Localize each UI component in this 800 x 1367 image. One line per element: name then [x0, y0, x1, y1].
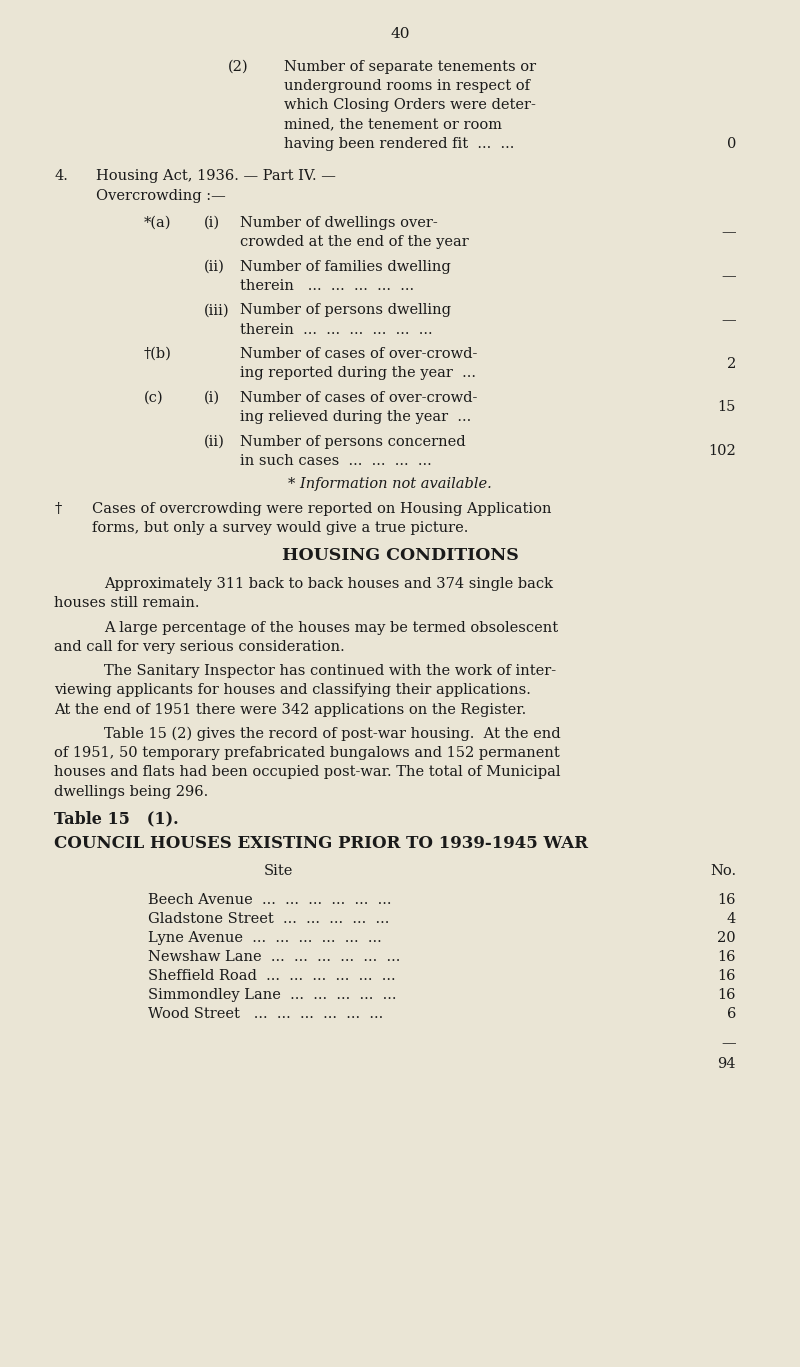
Text: Cases of overcrowding were reported on Housing Application: Cases of overcrowding were reported on H…: [92, 502, 551, 515]
Text: of 1951, 50 temporary prefabricated bungalows and 152 permanent: of 1951, 50 temporary prefabricated bung…: [54, 746, 560, 760]
Text: 40: 40: [390, 27, 410, 41]
Text: Sheffield Road  ...  ...  ...  ...  ...  ...: Sheffield Road ... ... ... ... ... ...: [148, 969, 396, 983]
Text: 15: 15: [718, 401, 736, 414]
Text: 2: 2: [726, 357, 736, 370]
Text: 102: 102: [708, 444, 736, 458]
Text: (i): (i): [204, 216, 220, 230]
Text: (iii): (iii): [204, 303, 230, 317]
Text: and call for very serious consideration.: and call for very serious consideration.: [54, 640, 345, 653]
Text: Table 15 (2) gives the record of post-war housing.  At the end: Table 15 (2) gives the record of post-wa…: [104, 727, 561, 741]
Text: 16: 16: [718, 988, 736, 1002]
Text: mined, the tenement or room: mined, the tenement or room: [284, 118, 502, 131]
Text: 0: 0: [726, 137, 736, 150]
Text: *(a): *(a): [144, 216, 171, 230]
Text: Housing Act, 1936. — Part IV. —: Housing Act, 1936. — Part IV. —: [96, 170, 336, 183]
Text: forms, but only a survey would give a true picture.: forms, but only a survey would give a tr…: [92, 521, 468, 534]
Text: Overcrowding :—: Overcrowding :—: [96, 189, 226, 202]
Text: crowded at the end of the year: crowded at the end of the year: [240, 235, 469, 249]
Text: Number of cases of over-crowd-: Number of cases of over-crowd-: [240, 391, 478, 405]
Text: underground rooms in respect of: underground rooms in respect of: [284, 79, 530, 93]
Text: ing relieved during the year  ...: ing relieved during the year ...: [240, 410, 471, 424]
Text: houses still remain.: houses still remain.: [54, 596, 200, 610]
Text: —: —: [722, 226, 736, 239]
Text: * Information not available.: * Information not available.: [288, 477, 492, 491]
Text: therein   ...  ...  ...  ...  ...: therein ... ... ... ... ...: [240, 279, 414, 293]
Text: Site: Site: [264, 864, 294, 878]
Text: —: —: [722, 1036, 736, 1050]
Text: 4.: 4.: [54, 170, 68, 183]
Text: The Sanitary Inspector has continued with the work of inter-: The Sanitary Inspector has continued wit…: [104, 664, 556, 678]
Text: Wood Street   ...  ...  ...  ...  ...  ...: Wood Street ... ... ... ... ... ...: [148, 1007, 383, 1021]
Text: Newshaw Lane  ...  ...  ...  ...  ...  ...: Newshaw Lane ... ... ... ... ... ...: [148, 950, 400, 964]
Text: 16: 16: [718, 950, 736, 964]
Text: having been rendered fit  ...  ...: having been rendered fit ... ...: [284, 137, 514, 150]
Text: No.: No.: [710, 864, 736, 878]
Text: †: †: [54, 502, 62, 515]
Text: —: —: [722, 269, 736, 283]
Text: (i): (i): [204, 391, 220, 405]
Text: 16: 16: [718, 969, 736, 983]
Text: Beech Avenue  ...  ...  ...  ...  ...  ...: Beech Avenue ... ... ... ... ... ...: [148, 893, 391, 906]
Text: COUNCIL HOUSES EXISTING PRIOR TO 1939-1945 WAR: COUNCIL HOUSES EXISTING PRIOR TO 1939-19…: [54, 834, 588, 852]
Text: Simmondley Lane  ...  ...  ...  ...  ...: Simmondley Lane ... ... ... ... ...: [148, 988, 397, 1002]
Text: HOUSING CONDITIONS: HOUSING CONDITIONS: [282, 547, 518, 565]
Text: Number of separate tenements or: Number of separate tenements or: [284, 60, 536, 74]
Text: †(b): †(b): [144, 347, 172, 361]
Text: 4: 4: [726, 912, 736, 925]
Text: Number of dwellings over-: Number of dwellings over-: [240, 216, 438, 230]
Text: therein  ...  ...  ...  ...  ...  ...: therein ... ... ... ... ... ...: [240, 323, 433, 336]
Text: Number of persons concerned: Number of persons concerned: [240, 435, 466, 448]
Text: Number of cases of over-crowd-: Number of cases of over-crowd-: [240, 347, 478, 361]
Text: dwellings being 296.: dwellings being 296.: [54, 785, 209, 798]
Text: Lyne Avenue  ...  ...  ...  ...  ...  ...: Lyne Avenue ... ... ... ... ... ...: [148, 931, 382, 945]
Text: A large percentage of the houses may be termed obsolescent: A large percentage of the houses may be …: [104, 621, 558, 634]
Text: (2): (2): [228, 60, 249, 74]
Text: 6: 6: [726, 1007, 736, 1021]
Text: ing reported during the year  ...: ing reported during the year ...: [240, 366, 476, 380]
Text: (ii): (ii): [204, 435, 225, 448]
Text: (ii): (ii): [204, 260, 225, 273]
Text: 20: 20: [718, 931, 736, 945]
Text: Gladstone Street  ...  ...  ...  ...  ...: Gladstone Street ... ... ... ... ...: [148, 912, 390, 925]
Text: —: —: [722, 313, 736, 327]
Text: Approximately 311 back to back houses and 374 single back: Approximately 311 back to back houses an…: [104, 577, 553, 591]
Text: houses and flats had been occupied post-war. The total of Municipal: houses and flats had been occupied post-…: [54, 766, 561, 779]
Text: (c): (c): [144, 391, 164, 405]
Text: Number of persons dwelling: Number of persons dwelling: [240, 303, 451, 317]
Text: Table 15   (1).: Table 15 (1).: [54, 809, 179, 827]
Text: 94: 94: [718, 1057, 736, 1070]
Text: Number of families dwelling: Number of families dwelling: [240, 260, 450, 273]
Text: viewing applicants for houses and classifying their applications.: viewing applicants for houses and classi…: [54, 684, 531, 697]
Text: At the end of 1951 there were 342 applications on the Register.: At the end of 1951 there were 342 applic…: [54, 703, 526, 716]
Text: in such cases  ...  ...  ...  ...: in such cases ... ... ... ...: [240, 454, 432, 468]
Text: which Closing Orders were deter-: which Closing Orders were deter-: [284, 98, 536, 112]
Text: 16: 16: [718, 893, 736, 906]
